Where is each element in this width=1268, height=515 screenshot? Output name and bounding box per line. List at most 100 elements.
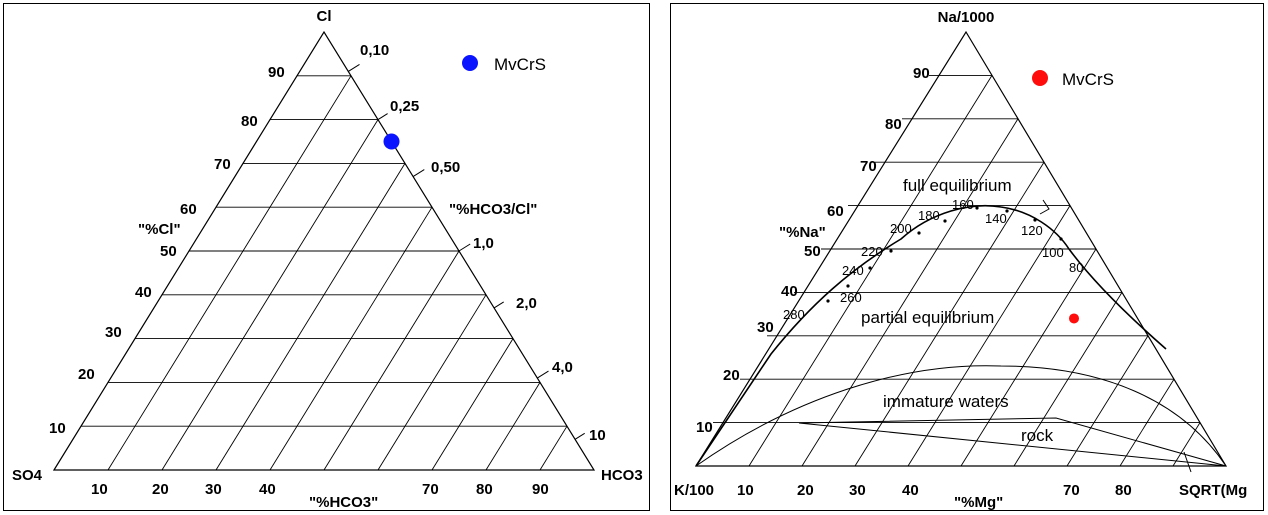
right-legend-label: MvCrS: [1062, 70, 1114, 89]
left-corner-left: SO4: [12, 467, 43, 484]
right-mg-tick: 10: [737, 482, 754, 499]
right-mg-tick-labels: 10 20 30 40 70 80: [737, 482, 1132, 499]
left-axis-label-cl: "%Cl": [138, 221, 181, 238]
right-legend-marker: [1032, 70, 1048, 86]
right-na-tick: 10: [696, 419, 713, 436]
temperature-label: 240: [842, 263, 864, 278]
right-mg-tick: 40: [902, 482, 919, 499]
immature-waters-label: immature waters: [883, 392, 1009, 411]
rock-tick-mark: [1183, 451, 1192, 473]
diagonal-gridline: [377, 294, 487, 471]
left-ratio-tick: 0,50: [431, 159, 460, 176]
left-hco3-tick-labels: 10 20 30 40 70 80 90: [91, 481, 549, 498]
na-k-mg-giggenbach-diagram: Na/1000 K/100 SQRT(Mg "%Na" "%Mg" 10 20 …: [674, 9, 1247, 511]
ratio-tick-mark: [458, 243, 471, 252]
left-cl-tick: 10: [49, 420, 66, 437]
diagonal-gridline: [539, 425, 568, 471]
ratio-tick-mark: [348, 63, 360, 72]
left-data-points: [383, 133, 400, 150]
left-axis-label-hco3: "%HCO3": [309, 494, 378, 511]
left-cl-tick: 50: [160, 243, 177, 260]
diagonal-gridline: [431, 338, 514, 471]
left-ratio-tick: 10: [589, 427, 606, 444]
left-ternary-panel: Cl SO4 HCO3 "%Cl" "%HCO3" "%HCO3/Cl" 10 …: [3, 3, 650, 511]
temperature-dots: [826, 206, 1063, 303]
right-na-tick: 50: [804, 243, 821, 260]
left-cl-tick-labels: 10 20 30 40 50 60 70 80 90: [49, 64, 285, 437]
left-hco3-tick: 10: [91, 481, 108, 498]
left-ratio-tick: 4,0: [552, 359, 573, 376]
right-na-tick: 20: [723, 367, 740, 384]
temperature-label: 200: [890, 221, 912, 236]
diagonal-gridline: [215, 163, 406, 471]
left-cl-tick: 40: [135, 284, 152, 301]
temperature-label: 80: [1069, 260, 1083, 275]
temperature-label: 260: [840, 290, 862, 305]
left-ratio-tick: 0,25: [390, 98, 419, 115]
partial-equilibrium-label: partial equilibrium: [861, 308, 994, 327]
temperature-label: 100: [1042, 245, 1064, 260]
full-equilibrium-curve: [695, 204, 1167, 467]
left-axis-label-ratio: "%HCO3/Cl": [449, 201, 537, 218]
temperature-labels: 280 260 240 220 200 180 160 140 120 100 …: [783, 197, 1083, 322]
right-axis-label-mg: "%Mg": [954, 494, 1003, 511]
right-na-tick: 90: [913, 65, 930, 82]
ratio-tick-mark: [377, 113, 388, 121]
left-ratio-tick-marks: [348, 63, 585, 440]
diagonal-gridline: [1066, 335, 1149, 467]
left-cl-tick: 60: [180, 201, 197, 218]
right-na-tick: 70: [860, 158, 877, 175]
diagonal-gridline: [107, 75, 352, 471]
left-ratio-tick: 1,0: [473, 235, 494, 252]
ratio-tick-mark: [537, 370, 549, 379]
left-corner-top: Cl: [317, 8, 332, 25]
right-na-tick: 80: [885, 116, 902, 133]
left-ratio-tick-labels: 0,10 0,25 0,50 1,0 2,0 4,0 10: [360, 42, 606, 444]
temperature-label: 220: [861, 244, 883, 259]
left-hco3-tick: 80: [476, 481, 493, 498]
rock-region: [798, 417, 1227, 467]
right-mg-tick: 20: [797, 482, 814, 499]
left-hco3-tick: 20: [152, 481, 169, 498]
ratio-tick-mark: [493, 301, 504, 309]
diagonal-gridline: [323, 250, 460, 471]
right-corner-top: Na/1000: [938, 9, 995, 26]
cl-so4-hco3-ternary-diagram: Cl SO4 HCO3 "%Cl" "%HCO3" "%HCO3/Cl" 10 …: [12, 8, 643, 511]
ratio-tick-mark: [574, 432, 585, 440]
diagonal-gridline: [485, 382, 541, 471]
left-hco3-tick: 90: [532, 481, 549, 498]
diagonal-gridline: [1013, 292, 1123, 467]
data-point-mvcrs: [1069, 313, 1079, 324]
temperature-label: 120: [1021, 223, 1043, 238]
left-cl-tick: 90: [268, 64, 285, 81]
ratio-tick-mark: [412, 169, 425, 177]
right-na-tick: 30: [757, 319, 774, 336]
right-mg-tick: 70: [1063, 482, 1080, 499]
temperature-label: 180: [918, 208, 940, 223]
left-cl-tick: 20: [78, 366, 95, 383]
temperature-label: 140: [985, 211, 1007, 226]
right-mg-tick: 80: [1115, 482, 1132, 499]
right-ternary-panel: Na/1000 K/100 SQRT(Mg "%Na" "%Mg" 10 20 …: [670, 3, 1264, 511]
full-equilibrium-pointer: [1039, 199, 1050, 215]
left-hco3-tick: 70: [422, 481, 439, 498]
left-legend-label: MvCrS: [494, 55, 546, 74]
temperature-label: 160: [952, 197, 974, 212]
left-corner-right: HCO3: [601, 467, 643, 484]
left-ratio-tick: 2,0: [516, 295, 537, 312]
full-equilibrium-label: full equilibrium: [903, 176, 1012, 195]
diagonal-gridline: [854, 161, 1045, 467]
left-ratio-tick: 0,10: [360, 42, 389, 59]
right-na-tick: 60: [827, 203, 844, 220]
temperature-label: 280: [783, 307, 805, 322]
right-gridlines: [713, 74, 1201, 467]
right-triangle-outline: [694, 30, 1228, 467]
right-corner-left: K/100: [674, 482, 714, 499]
diagonal-gridline: [1119, 378, 1175, 467]
right-corner-right: SQRT(Mg: [1179, 482, 1247, 499]
immature-waters-curve: [695, 365, 1227, 467]
diagonal-gridline: [748, 75, 993, 467]
left-cl-tick: 80: [241, 113, 258, 130]
right-na-tick: 40: [781, 283, 798, 300]
diagonal-gridline: [960, 248, 1097, 467]
